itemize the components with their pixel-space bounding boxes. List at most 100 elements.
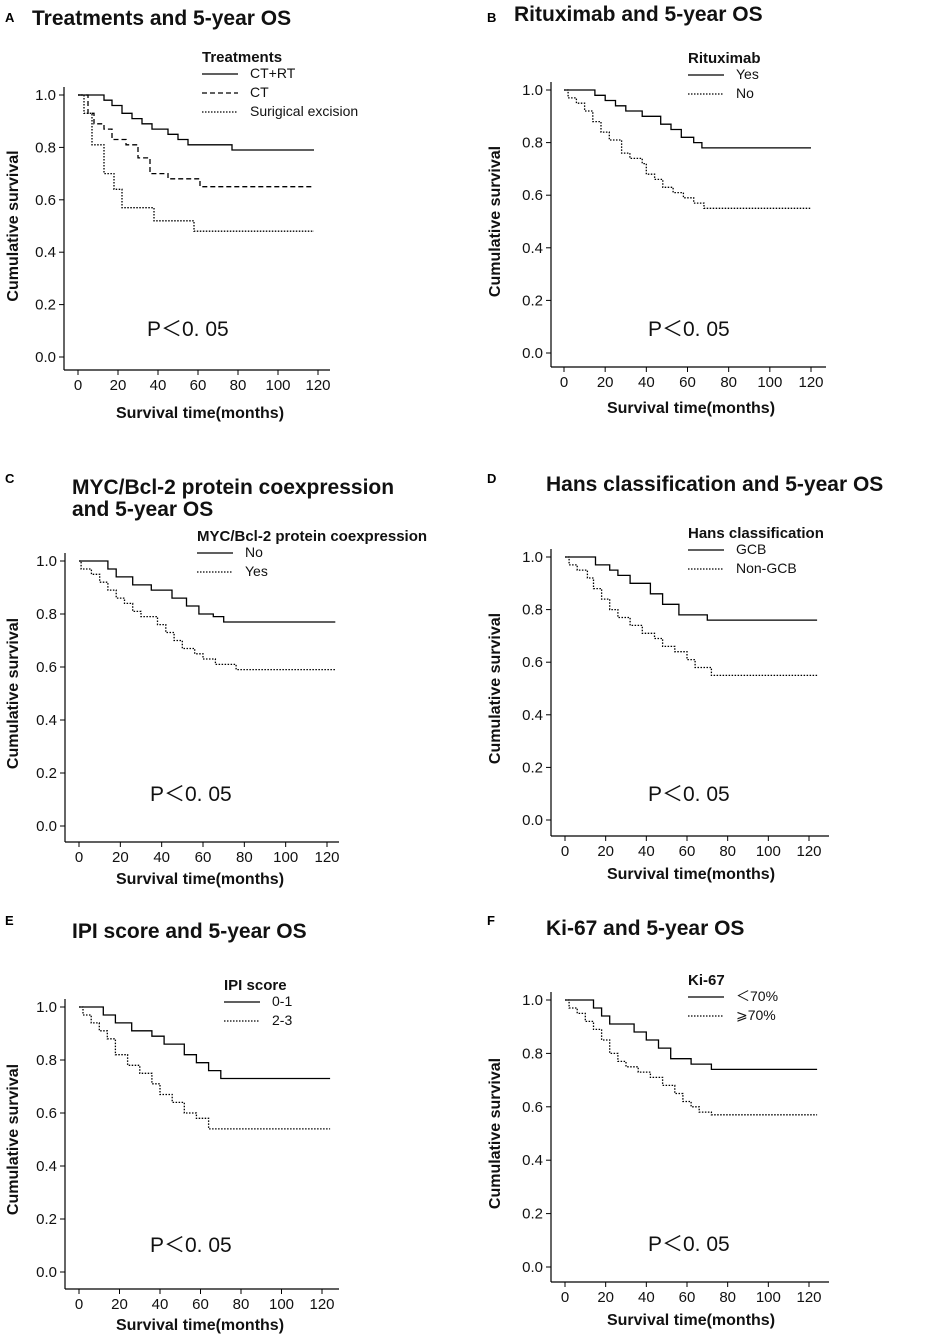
x-tick-label: 80 <box>230 377 247 394</box>
x-tick-label: 60 <box>679 374 696 391</box>
y-tick-label: 0.8 <box>35 139 56 156</box>
y-tick-label: 1.0 <box>522 82 543 99</box>
x-tick-label: 40 <box>638 374 655 391</box>
legend-label: ⩾70% <box>736 1007 776 1023</box>
x-tick-label: 100 <box>273 849 298 866</box>
y-tick-label: 1.0 <box>35 87 56 104</box>
x-tick-label: 20 <box>111 1296 128 1313</box>
x-tick-label: 80 <box>719 1289 736 1306</box>
x-tick-label: 40 <box>150 377 167 394</box>
x-tick-label: 20 <box>110 377 127 394</box>
series-line-1 <box>79 1006 331 1080</box>
x-tick-label: 40 <box>638 1289 655 1306</box>
series-line-1 <box>79 560 336 623</box>
x-tick-label: 120 <box>314 849 339 866</box>
y-tick-label: 0.0 <box>522 345 543 362</box>
legend-title: Rituximab <box>688 50 761 67</box>
x-axis-label: Survival time(months) <box>607 400 775 417</box>
chart-title: Rituximab and 5-year OS <box>514 3 763 26</box>
y-tick-label: 1.0 <box>36 999 57 1016</box>
x-tick-label: 20 <box>597 843 614 860</box>
chart-title: Hans classification and 5-year OS <box>546 473 883 496</box>
x-tick-label: 100 <box>269 1296 294 1313</box>
legend-label: 0-1 <box>272 993 292 1009</box>
legend-label: Surigical excision <box>250 103 358 119</box>
chart-title: Ki-67 and 5-year OS <box>546 917 744 940</box>
x-tick-label: 120 <box>309 1296 334 1313</box>
series-line-2 <box>78 94 314 188</box>
y-tick-label: 0.2 <box>522 292 543 309</box>
chart-title: MYC/Bcl-2 protein coexpression <box>72 476 394 499</box>
y-tick-label: 0.6 <box>522 1099 543 1116</box>
y-tick-label: 0.0 <box>36 1264 57 1281</box>
y-tick-label: 0.4 <box>36 712 57 729</box>
chart-title: IPI score and 5-year OS <box>72 920 307 943</box>
x-tick-label: 120 <box>796 843 821 860</box>
y-tick-label: 0.6 <box>36 1105 57 1122</box>
x-tick-label: 40 <box>638 843 655 860</box>
legend-label: CT+RT <box>250 65 296 81</box>
x-tick-label: 20 <box>112 849 129 866</box>
x-axis-label: Survival time(months) <box>607 866 775 883</box>
x-axis-label: Survival time(months) <box>607 1312 775 1329</box>
x-tick-label: 40 <box>153 849 170 866</box>
x-tick-label: 100 <box>756 843 781 860</box>
y-tick-label: 0.4 <box>36 1158 57 1175</box>
y-tick-label: 0.0 <box>36 818 57 835</box>
y-tick-label: 0.8 <box>522 1045 543 1062</box>
p-value-annotation: P＜0. 05 <box>150 1234 232 1257</box>
y-tick-label: 0.2 <box>35 297 56 314</box>
x-tick-label: 40 <box>152 1296 169 1313</box>
series-line-1 <box>565 999 818 1071</box>
series-line-2 <box>565 556 818 677</box>
series-line-2 <box>79 1006 331 1130</box>
legend-title: Hans classification <box>688 525 824 542</box>
series-line-3 <box>78 94 314 232</box>
p-value-annotation: P＜0. 05 <box>150 783 232 806</box>
y-axis-label: Cumulative survival <box>487 1058 504 1209</box>
legend-title: Treatments <box>202 49 282 66</box>
legend-label: Yes <box>736 66 759 82</box>
legend-label: No <box>245 544 263 560</box>
x-tick-label: 20 <box>597 374 614 391</box>
chart-panel-f: F Ki-67 and 5-year OS 0.0 0.2 0.4 0.6 0.8 1.0 0 2… <box>487 913 829 1329</box>
y-tick-label: 0.4 <box>35 244 56 261</box>
y-tick-label: 0.0 <box>522 1259 543 1276</box>
x-tick-label: 100 <box>265 377 290 394</box>
x-tick-label: 20 <box>597 1289 614 1306</box>
y-tick-label: 0.2 <box>522 1206 543 1223</box>
x-tick-label: 60 <box>679 1289 696 1306</box>
y-tick-label: 0.4 <box>522 1152 543 1169</box>
x-tick-label: 100 <box>756 1289 781 1306</box>
x-tick-label: 60 <box>190 377 207 394</box>
series-line-1 <box>564 89 811 149</box>
x-axis-label: Survival time(months) <box>116 1317 284 1334</box>
legend-title: Ki-67 <box>688 972 725 989</box>
x-tick-label: 0 <box>561 1289 569 1306</box>
x-tick-label: 60 <box>195 849 212 866</box>
x-tick-label: 60 <box>679 843 696 860</box>
x-axis-label: Survival time(months) <box>116 871 284 888</box>
series-line-1 <box>565 556 818 621</box>
legend-label: Non-GCB <box>736 560 797 576</box>
x-tick-label: 120 <box>798 374 823 391</box>
y-axis-label: Cumulative survival <box>5 1064 22 1215</box>
y-tick-label: 0.4 <box>522 707 543 724</box>
chart-title: and 5-year OS <box>72 498 213 521</box>
panel-letter: C <box>5 471 15 486</box>
panel-letter: A <box>5 10 15 25</box>
x-tick-label: 120 <box>796 1289 821 1306</box>
y-axis-label: Cumulative survival <box>487 613 504 764</box>
legend-title: IPI score <box>224 977 287 994</box>
x-tick-label: 0 <box>74 377 82 394</box>
y-tick-label: 0.8 <box>522 135 543 152</box>
panel-letter: E <box>5 913 14 928</box>
y-axis-label: Cumulative survival <box>5 150 22 301</box>
legend-label: CT <box>250 84 269 100</box>
legend-title: MYC/Bcl-2 protein coexpression <box>197 528 427 545</box>
chart-panel-b: B Rituximab and 5-year OS 0.0 0.2 0.4 0.6 0.8 1… <box>487 3 826 417</box>
p-value-annotation: P＜0. 05 <box>648 783 730 806</box>
